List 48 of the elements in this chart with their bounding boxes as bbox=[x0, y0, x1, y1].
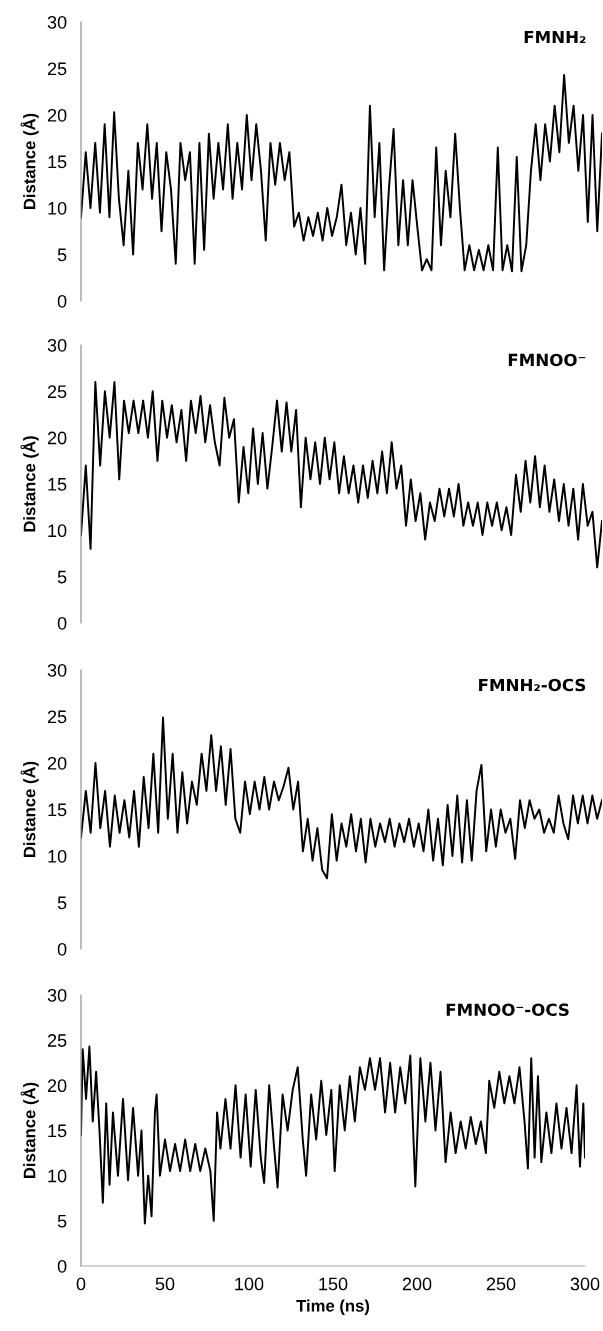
y-tick-label: 20 bbox=[47, 108, 67, 122]
y-tick-label: 25 bbox=[47, 385, 67, 399]
y-tick-label: 10 bbox=[48, 1169, 67, 1183]
y-tick-label: 20 bbox=[47, 756, 67, 770]
y-axis-title: Distance (Å) bbox=[20, 436, 39, 532]
y-axis-title: Distance (Å) bbox=[20, 1082, 39, 1178]
y-tick-label: 5 bbox=[57, 570, 67, 584]
y-tick-label: 5 bbox=[57, 896, 67, 910]
y-tick-label: 15 bbox=[48, 803, 67, 817]
x-tick-label: 150 bbox=[319, 1277, 348, 1291]
x-tick-label: 200 bbox=[402, 1277, 432, 1291]
x-axis-title: Time (ns) bbox=[296, 1299, 370, 1316]
y-tick-label: 0 bbox=[57, 294, 67, 308]
x-tick-label: 250 bbox=[486, 1277, 516, 1291]
y-tick-label: 30 bbox=[47, 988, 67, 1002]
y-tick-label: 30 bbox=[47, 15, 67, 29]
line-series bbox=[81, 1045, 585, 1225]
y-tick-label: 20 bbox=[47, 1079, 67, 1093]
y-tick-label: 10 bbox=[48, 201, 67, 215]
chart-title: FMNOO⁻-OCS bbox=[446, 1003, 569, 1017]
y-tick-label: 15 bbox=[48, 155, 67, 169]
x-tick-label: 50 bbox=[155, 1277, 175, 1291]
y-axis-title: Distance (Å) bbox=[20, 113, 39, 209]
y-tick-label: 30 bbox=[47, 338, 67, 352]
y-tick-label: 0 bbox=[57, 942, 67, 956]
y-tick-label: 25 bbox=[47, 710, 67, 724]
chart-title: FMNH₂-OCS bbox=[479, 678, 586, 692]
y-tick-label: 10 bbox=[48, 849, 67, 863]
y-tick-label: 20 bbox=[47, 431, 67, 445]
y-tick-label: 5 bbox=[57, 248, 67, 262]
chart-title: FMNOO⁻ bbox=[508, 353, 586, 367]
y-tick-label: 0 bbox=[57, 616, 67, 630]
x-tick-label: 300 bbox=[570, 1277, 600, 1291]
y-tick-label: 30 bbox=[47, 663, 67, 677]
y-tick-label: 0 bbox=[57, 1259, 67, 1273]
y-tick-label: 10 bbox=[48, 524, 67, 538]
y-tick-label: 5 bbox=[57, 1214, 67, 1228]
y-tick-label: 25 bbox=[47, 62, 67, 76]
line-series bbox=[81, 74, 602, 273]
y-tick-label: 15 bbox=[48, 478, 67, 491]
y-tick-label: 15 bbox=[48, 1124, 67, 1138]
chart-title: FMNH₂ bbox=[524, 30, 586, 44]
y-axis-title: Distance (Å) bbox=[20, 761, 39, 857]
line-series bbox=[81, 716, 602, 880]
x-tick-label: 100 bbox=[235, 1277, 264, 1291]
y-tick-label: 25 bbox=[47, 1034, 67, 1047]
x-tick-label: 0 bbox=[76, 1277, 86, 1291]
line-series bbox=[81, 381, 602, 569]
